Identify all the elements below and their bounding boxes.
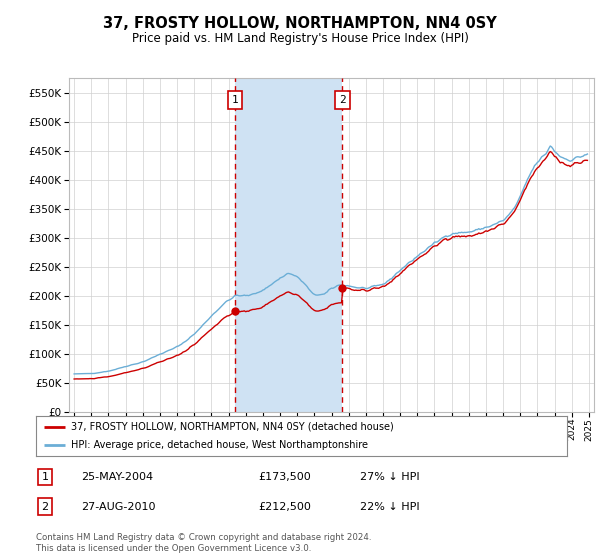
Text: £212,500: £212,500 <box>258 502 311 512</box>
Text: Price paid vs. HM Land Registry's House Price Index (HPI): Price paid vs. HM Land Registry's House … <box>131 32 469 45</box>
Text: 37, FROSTY HOLLOW, NORTHAMPTON, NN4 0SY (detached house): 37, FROSTY HOLLOW, NORTHAMPTON, NN4 0SY … <box>71 422 393 432</box>
Text: 1: 1 <box>41 472 49 482</box>
Text: 37, FROSTY HOLLOW, NORTHAMPTON, NN4 0SY: 37, FROSTY HOLLOW, NORTHAMPTON, NN4 0SY <box>103 16 497 31</box>
Text: 2: 2 <box>339 95 346 105</box>
Text: 22% ↓ HPI: 22% ↓ HPI <box>360 502 419 512</box>
Text: HPI: Average price, detached house, West Northamptonshire: HPI: Average price, detached house, West… <box>71 440 368 450</box>
Text: 27-AUG-2010: 27-AUG-2010 <box>81 502 155 512</box>
Bar <box>235 78 343 412</box>
Text: Contains HM Land Registry data © Crown copyright and database right 2024.
This d: Contains HM Land Registry data © Crown c… <box>36 533 371 553</box>
Text: 25-MAY-2004: 25-MAY-2004 <box>81 472 153 482</box>
Text: 27% ↓ HPI: 27% ↓ HPI <box>360 472 419 482</box>
Text: 2: 2 <box>41 502 49 512</box>
Text: 1: 1 <box>232 95 238 105</box>
Text: £173,500: £173,500 <box>258 472 311 482</box>
